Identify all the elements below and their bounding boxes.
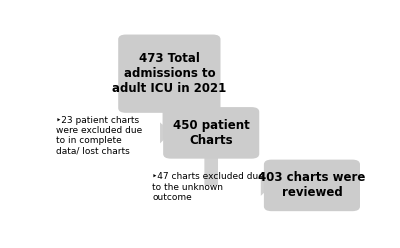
Text: ‣47 charts excluded due
to the unknown
outcome: ‣47 charts excluded due to the unknown o… — [152, 172, 264, 202]
FancyBboxPatch shape — [163, 107, 259, 159]
Text: 450 patient
Charts: 450 patient Charts — [173, 119, 250, 147]
Polygon shape — [204, 154, 272, 196]
Text: ‣23 patient charts
were excluded due
to in complete
data/ lost charts: ‣23 patient charts were excluded due to … — [56, 116, 142, 156]
FancyBboxPatch shape — [118, 34, 220, 113]
Text: 473 Total
admissions to
adult ICU in 2021: 473 Total admissions to adult ICU in 202… — [112, 52, 226, 95]
Text: 403 charts were
reviewed: 403 charts were reviewed — [258, 171, 366, 199]
Polygon shape — [160, 108, 176, 143]
FancyBboxPatch shape — [264, 160, 360, 211]
